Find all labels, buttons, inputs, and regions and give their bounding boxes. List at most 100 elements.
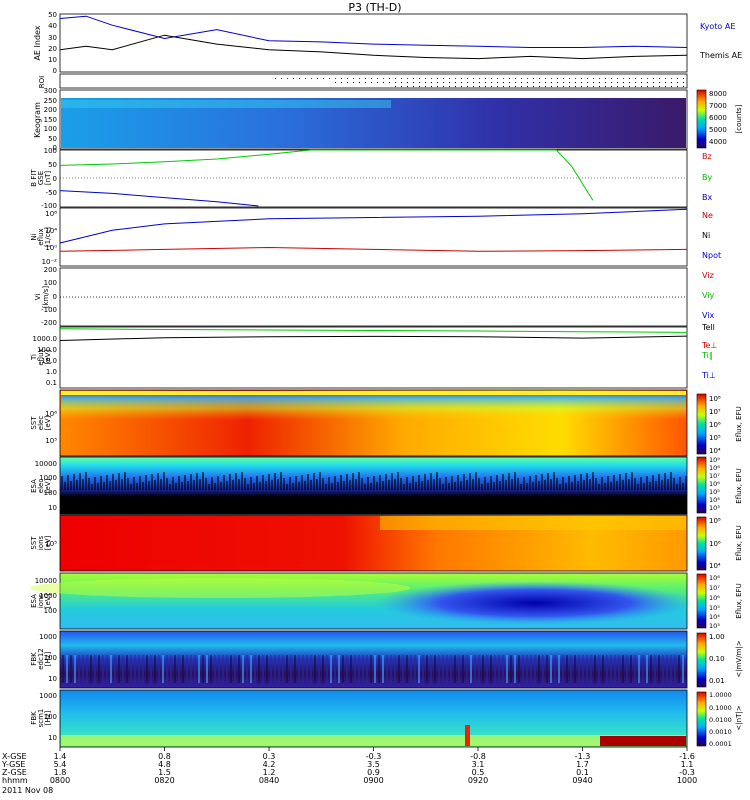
esa-elec-noise-column xyxy=(490,476,492,490)
roi-dot xyxy=(449,86,450,87)
fbk-edc12-stripe xyxy=(134,655,136,683)
esa-elec-noise-column xyxy=(289,477,291,490)
esa-elec-noise-column xyxy=(400,478,402,490)
fbk-edc12-stripe xyxy=(610,655,612,683)
roi-dot xyxy=(401,82,402,83)
esa-elec-noise-column xyxy=(463,474,465,490)
roi-dot xyxy=(509,86,510,87)
fbk-edc12-stripe xyxy=(482,655,484,683)
roi-dot xyxy=(365,78,366,79)
sst-ions-colorbar xyxy=(696,516,707,571)
sst-elec-yellow-strip xyxy=(61,391,686,395)
esa-elec-noise-column xyxy=(163,472,165,490)
fbk-edc12-stripe xyxy=(346,655,348,683)
roi-dot xyxy=(683,78,684,79)
esa-elec-noise-column xyxy=(148,481,150,490)
fbk-edc12-stripe xyxy=(378,655,380,683)
fbk-edc12-stripe xyxy=(414,655,416,683)
esa-elec-noise-column xyxy=(88,478,90,490)
ae-yticks: 50 40 30 20 10 0 xyxy=(48,11,57,75)
fbk-edc12-stripe xyxy=(554,655,556,683)
esa-elec-noise-column xyxy=(565,483,567,490)
xaxis-tick-label: 0.5 xyxy=(472,768,485,777)
fbk-edc12-stripe xyxy=(138,655,140,683)
esa-elec-noise-column xyxy=(205,478,207,490)
legend-ni: Ni xyxy=(702,231,710,240)
roi-dot xyxy=(485,82,486,83)
roi-dot xyxy=(563,82,564,83)
roi-dot xyxy=(479,82,480,83)
esa-elec-noise-column xyxy=(280,472,282,490)
fbk-edc12-stripe xyxy=(338,655,340,683)
roi-dot xyxy=(605,78,606,79)
ae-ytick: 0 xyxy=(53,67,57,75)
fbk-edc12-stripe xyxy=(606,655,608,683)
fbk-edc12-stripe xyxy=(326,655,328,683)
esa-elec-noise-column xyxy=(313,473,315,490)
esa-elec-noise-column xyxy=(532,482,534,490)
xaxis-tick-label: 1000 xyxy=(677,776,697,785)
esa-elec-panel: ESA elec [eV] 10000 1000 100 10 10⁹ 10⁸ … xyxy=(30,456,743,515)
keogram-ytick: 150 xyxy=(44,116,57,124)
esa-elec-noise-column xyxy=(133,477,135,490)
keogram-ytick: 300 xyxy=(44,87,57,95)
esa-elec-noise-column xyxy=(397,472,399,490)
fbk-edc12-stripe xyxy=(406,655,408,683)
esa-elec-noise-column xyxy=(469,473,471,490)
ni-ylabel: Ni xyxy=(30,233,38,240)
xaxis-tick-label: 0940 xyxy=(572,776,592,785)
fbk-edc12-stripe xyxy=(190,655,192,683)
esa-elec-noise-column xyxy=(94,477,96,490)
roi-dot xyxy=(557,78,558,79)
esa-elec-noise-column xyxy=(502,474,504,490)
esa-elec-noise-column xyxy=(166,478,168,490)
fbk-edc12-stripe xyxy=(518,655,520,683)
roi-dot xyxy=(539,78,540,79)
esa-elec-noise-column xyxy=(514,472,516,490)
roi-dot xyxy=(551,78,552,79)
esa-elec-noise-column xyxy=(442,484,444,490)
esa-elec-noise-column xyxy=(406,477,408,490)
fbk-edc12-stripe xyxy=(398,655,400,683)
esa-elec-noise-column xyxy=(568,476,570,490)
fbk-scm1-red-end xyxy=(600,736,686,746)
esa-elec-noise-column xyxy=(109,481,111,490)
esa-elec-noise-column xyxy=(676,484,678,490)
esa-elec-noise-column xyxy=(445,477,447,490)
roi-dot xyxy=(413,78,414,79)
ti-ylabel: Ti xyxy=(30,354,38,361)
fbk-edc12-stripe xyxy=(474,655,476,683)
keogram-cbar-unit: [counts] xyxy=(735,104,743,133)
vi-ytick: -200 xyxy=(41,319,57,327)
esa-elec-noise-column xyxy=(394,479,396,490)
roi-dot xyxy=(521,82,522,83)
fbk-edc12-stripe xyxy=(306,655,308,683)
ti-frame xyxy=(59,326,688,389)
roi-dot xyxy=(545,86,546,87)
roi-dot xyxy=(377,82,378,83)
esa-elec-cbar-tick: 10⁵ xyxy=(709,488,720,496)
roi-dot xyxy=(437,82,438,83)
sst-ions-ylabel: ions xyxy=(37,535,45,550)
esa-elec-noise-column xyxy=(433,479,435,490)
roi-dot xyxy=(419,86,420,87)
esa-elec-noise-column xyxy=(226,481,228,490)
bfit-ytick: 0 xyxy=(53,175,57,183)
fbk-edc12-cbar-unit: <|mV/m|> xyxy=(735,640,743,677)
roi-dot xyxy=(575,86,576,87)
esa-elec-cbar-tick: 10³ xyxy=(709,504,720,512)
ni-ytick: 10⁻² xyxy=(42,258,58,266)
fbk-edc12-ytick: 10 xyxy=(48,675,57,683)
esa-elec-noise-column xyxy=(352,473,354,490)
xaxis-tick-label: 0820 xyxy=(154,776,174,785)
esa-elec-noise-column xyxy=(685,476,687,490)
fbk-edc12-stripe xyxy=(70,655,72,683)
fbk-scm1-ytick: 1000 xyxy=(39,692,57,700)
roi-dot xyxy=(425,86,426,87)
roi-ylabel: ROI xyxy=(38,76,46,88)
roi-dot xyxy=(653,86,654,87)
esa-elec-noise-column xyxy=(325,484,327,490)
keogram-cbar-tick: 5000 xyxy=(709,126,727,134)
xaxis-tick-label: 0840 xyxy=(259,776,279,785)
roi-dot xyxy=(683,82,684,83)
